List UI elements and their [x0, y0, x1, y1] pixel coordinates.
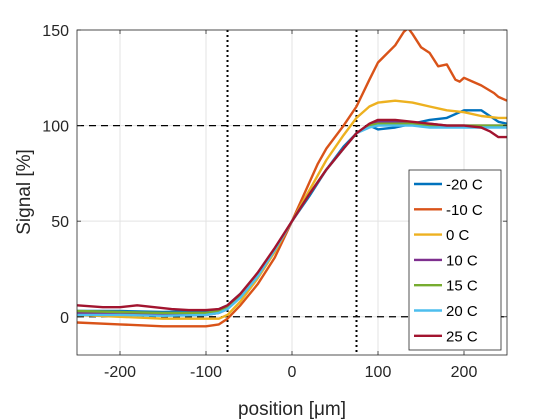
legend-label: -10 C [446, 202, 483, 219]
legend-label: -20 C [446, 177, 483, 194]
series-line [77, 118, 507, 312]
x-axis-label: position [μm] [238, 399, 346, 420]
y-tick-label: 50 [51, 214, 69, 231]
legend-label: 20 C [446, 303, 478, 320]
x-tick-label: -100 [190, 364, 222, 381]
legend-label: 0 C [446, 227, 470, 244]
legend-label: 25 C [446, 328, 478, 345]
series-line [77, 99, 507, 320]
x-tick-label: 0 [288, 364, 297, 381]
y-tick-label: 0 [60, 310, 69, 327]
series-group [77, 30, 507, 328]
y-tick-label: 100 [42, 119, 69, 136]
legend-label: 10 C [446, 252, 478, 269]
x-tick-label: 200 [451, 364, 478, 381]
x-tick-label: -200 [104, 364, 136, 381]
legend: -20 C -10 C 0 C 10 C 15 C 20 C 25 C [408, 169, 502, 351]
legend-label: 15 C [446, 278, 478, 295]
axis-ticks: -200 -100 0 100 200 0 50 100 150 [42, 23, 507, 381]
y-tick-label: 150 [42, 23, 69, 40]
y-axis-label: Signal [%] [14, 149, 35, 235]
reference-lines [77, 30, 507, 355]
series-line [77, 30, 507, 328]
x-tick-label: 100 [365, 364, 392, 381]
